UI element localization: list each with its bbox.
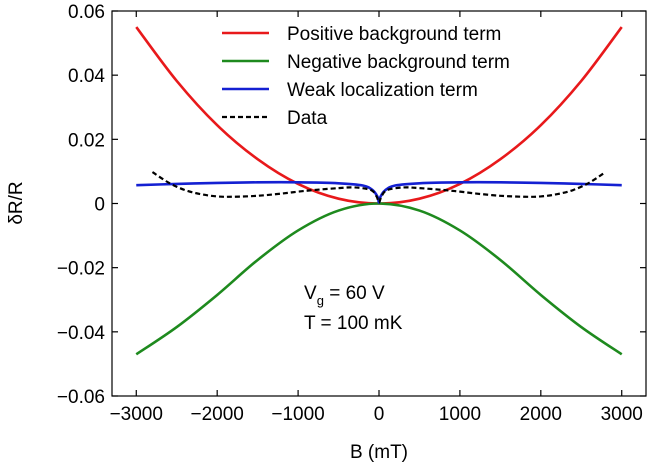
x-tick-label: −2000 bbox=[190, 404, 243, 425]
annotation-v-symbol: V bbox=[304, 283, 317, 304]
legend-label: Negative background term bbox=[287, 52, 510, 73]
legend-label: Data bbox=[287, 108, 328, 129]
x-tick-label: 1000 bbox=[439, 404, 481, 425]
y-tick-label: 0.02 bbox=[68, 130, 105, 151]
y-tick-label: 0.04 bbox=[68, 66, 105, 87]
annotation-v-subscript: g bbox=[317, 293, 324, 308]
series-line-weak-localization bbox=[136, 180, 622, 204]
x-tick-label: −3000 bbox=[110, 404, 163, 425]
y-tick-label: −0.04 bbox=[57, 323, 106, 344]
y-tick-label: −0.02 bbox=[57, 259, 105, 280]
legend: Positive background term Negative backgro… bbox=[222, 24, 510, 129]
legend-label: Positive background term bbox=[287, 24, 501, 45]
x-axis-title: B (mT) bbox=[350, 442, 408, 463]
axis-ticks: −3000 −2000 −1000 0 1000 2000 3000 −0.06 −0.04 −0… bbox=[57, 2, 646, 425]
x-tick-label: −1000 bbox=[271, 404, 324, 425]
x-tick-label: 3000 bbox=[601, 404, 643, 425]
y-tick-label: 0.06 bbox=[68, 2, 105, 23]
legend-label: Weak localization term bbox=[287, 80, 478, 101]
annotation-v-value: = 60 V bbox=[324, 283, 385, 304]
x-tick-label: 0 bbox=[374, 404, 385, 425]
annotation-gate-voltage: Vg = 60 V bbox=[304, 283, 385, 308]
series-line-data bbox=[151, 171, 607, 204]
y-tick-label: −0.06 bbox=[57, 387, 105, 408]
y-tick-label: 0 bbox=[94, 195, 105, 216]
x-tick-label: 2000 bbox=[520, 404, 562, 425]
y-axis-title: δR/R bbox=[6, 181, 27, 224]
series-lines bbox=[135, 26, 623, 356]
annotation-temperature: T = 100 mK bbox=[304, 313, 403, 334]
